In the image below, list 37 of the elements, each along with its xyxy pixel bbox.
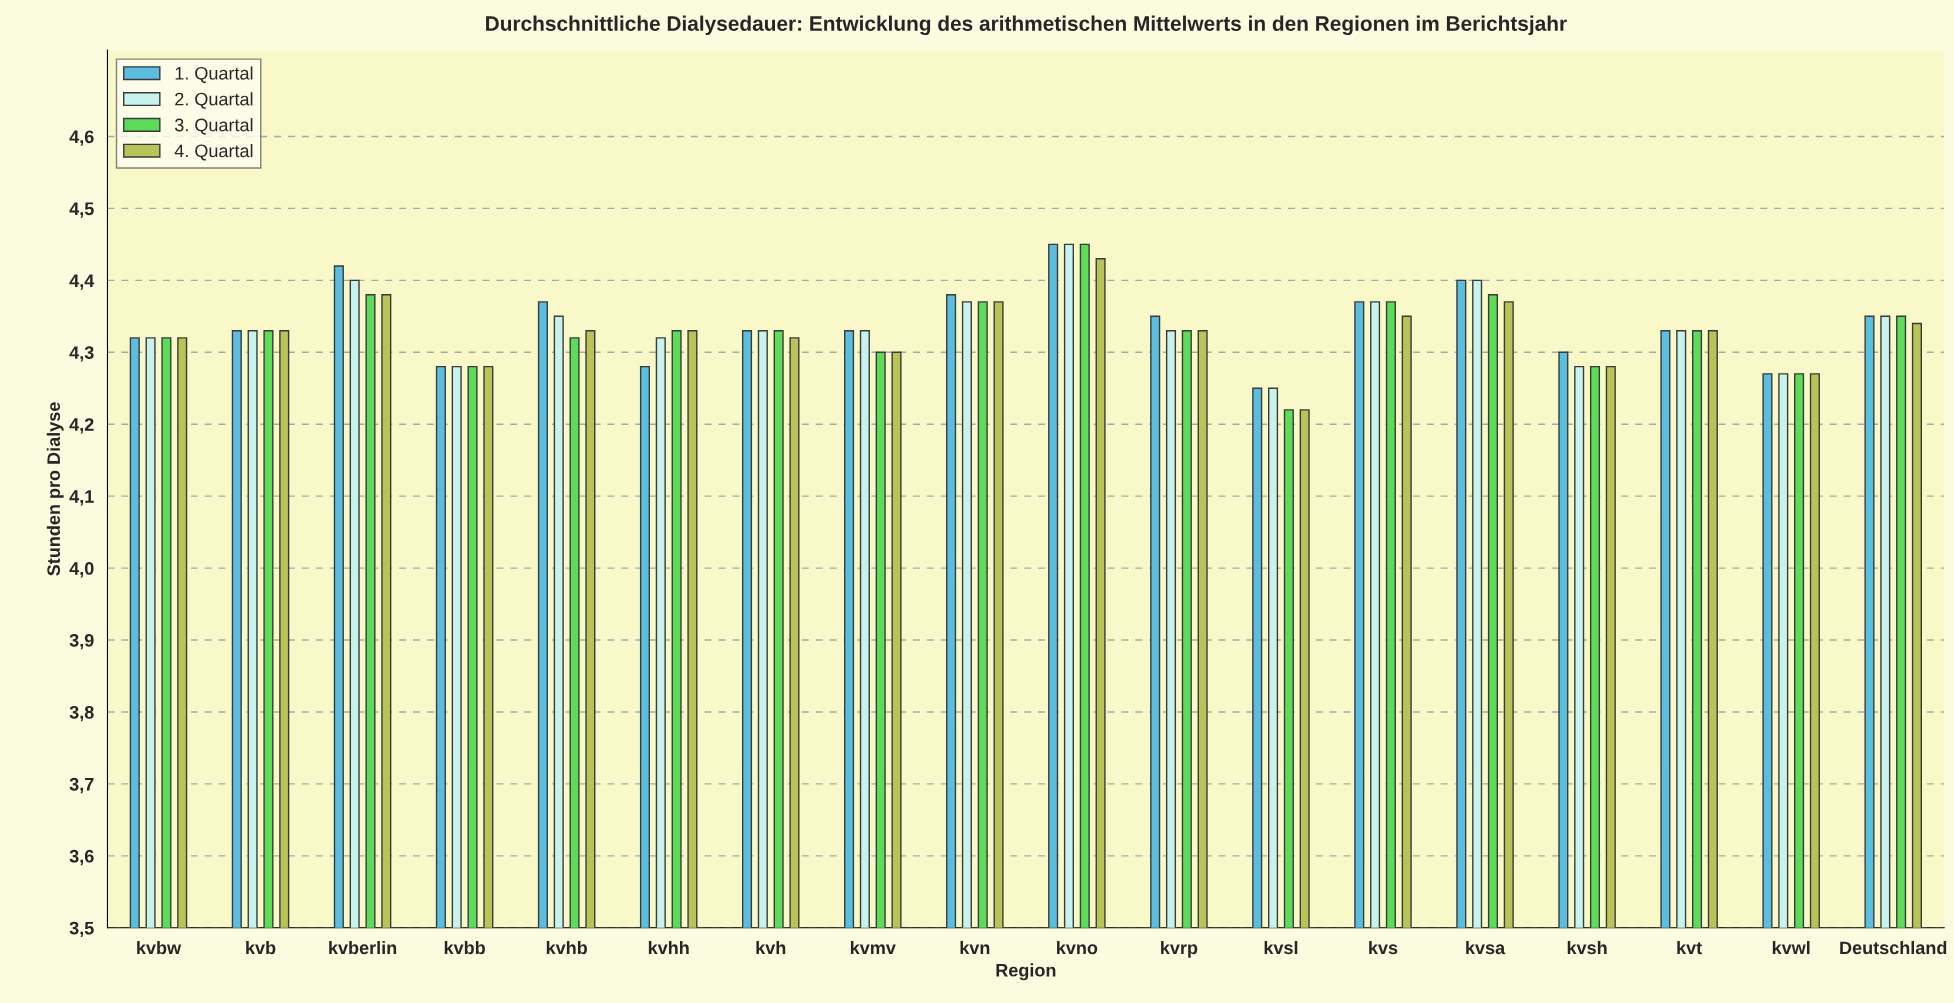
legend-label: 1. Quartal [175, 66, 253, 83]
y-tick-label: 4,5 [69, 202, 94, 218]
y-axis-title: Stunden pro Dialyse [46, 402, 64, 576]
x-tick-label: kvsl [1264, 940, 1298, 955]
x-tick-label: kvsa [1466, 940, 1506, 955]
x-tick-label: kvs [1369, 940, 1398, 955]
x-tick-label: Deutschland [1840, 940, 1947, 955]
y-tick-label: 3,5 [69, 921, 94, 938]
y-tick-label: 3,7 [69, 777, 94, 794]
x-tick-label: kvwl [1772, 940, 1810, 955]
x-tick-label: kvberlin [329, 940, 397, 955]
x-tick-label: kvrp [1161, 940, 1198, 958]
x-tick-label: kvsh [1567, 940, 1607, 955]
legend-label: 2. Quartal [175, 92, 253, 109]
x-tick-label: kvh [756, 940, 786, 955]
x-tick-label: kvbw [137, 940, 182, 955]
y-tick-label: 3,6 [69, 849, 94, 866]
x-tick-label: kvhh [648, 940, 689, 955]
chart-title: Durchschnittliche Dialysedauer: Entwicklung des arithmetischen Mittelwerts in den Regionen im Berichtsjahr [486, 15, 1567, 36]
y-tick-label: 4,3 [69, 346, 94, 362]
y-tick-label: 4,2 [69, 418, 94, 434]
x-tick-label: kvmv [850, 940, 896, 955]
x-tick-label: kvn [960, 940, 990, 955]
x-tick-label: kvt [1677, 940, 1702, 955]
x-tick-label: kvbb [444, 940, 485, 955]
x-tick-label: kvb [246, 940, 276, 955]
y-tick-label: 4,6 [69, 130, 94, 146]
x-axis-title: Region [996, 963, 1056, 981]
y-tick-label: 4,4 [69, 274, 95, 290]
y-tick-label: 4,1 [69, 490, 94, 506]
y-tick-label: 4,0 [69, 562, 94, 578]
y-tick-label: 3,9 [69, 633, 94, 650]
legend-label: 4. Quartal [174, 143, 253, 161]
legend-label: 3. Quartal [174, 118, 253, 135]
x-tick-label: kvno [1057, 940, 1098, 955]
x-tick-label: kvhb [546, 940, 587, 955]
y-tick-label: 3,8 [69, 705, 94, 722]
